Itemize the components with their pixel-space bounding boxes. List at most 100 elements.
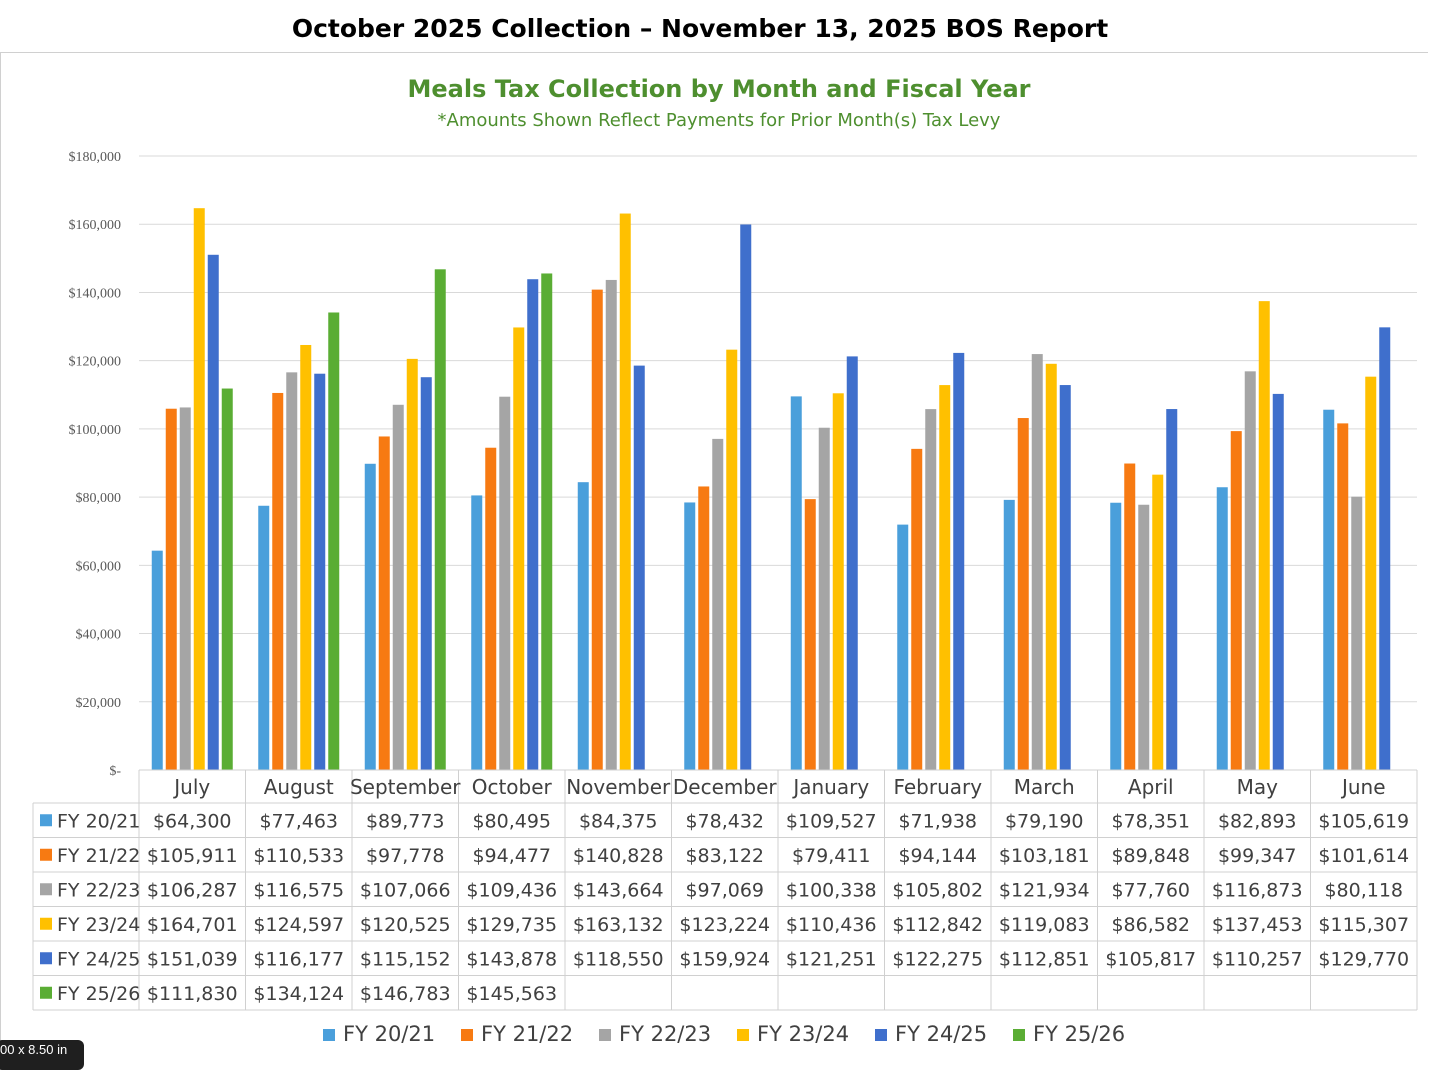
data-label: $89,773 bbox=[366, 810, 445, 832]
data-label: $121,934 bbox=[999, 879, 1090, 901]
row-legend-key bbox=[40, 917, 52, 930]
data-label: $110,257 bbox=[1212, 948, 1303, 970]
bar bbox=[1272, 393, 1284, 770]
data-label: $129,735 bbox=[466, 914, 557, 936]
y-tick-label: $140,000 bbox=[69, 286, 122, 301]
data-label: $80,495 bbox=[472, 810, 551, 832]
bar bbox=[846, 356, 858, 770]
bar bbox=[392, 404, 404, 770]
bar bbox=[911, 448, 923, 770]
row-series-name: FY 24/25 bbox=[57, 948, 140, 970]
bar bbox=[179, 407, 191, 770]
legend: FY 20/21 FY 21/22 FY 22/23 FY 23/24 FY 24/25… bbox=[323, 1022, 1125, 1046]
y-tick-label: $60,000 bbox=[76, 559, 122, 574]
legend-key bbox=[737, 1029, 749, 1041]
data-label: $71,938 bbox=[898, 810, 977, 832]
bar bbox=[1017, 418, 1029, 770]
category-label: October bbox=[472, 775, 553, 799]
data-label: $110,436 bbox=[786, 914, 877, 936]
bar bbox=[258, 505, 270, 770]
bar bbox=[790, 396, 802, 770]
data-label: $97,778 bbox=[366, 845, 445, 867]
data-table: July August September October November Decemb… bbox=[32, 769, 1418, 1011]
data-label: $109,436 bbox=[466, 879, 557, 901]
bar bbox=[221, 388, 233, 770]
data-label: $134,124 bbox=[253, 983, 344, 1005]
category-label: January bbox=[791, 775, 869, 799]
page-title: October 2025 Collection – November 13, 2… bbox=[291, 14, 1109, 43]
legend-label: FY 21/22 bbox=[481, 1022, 573, 1046]
data-label: $137,453 bbox=[1212, 914, 1303, 936]
bar bbox=[1031, 354, 1043, 770]
legend-key bbox=[599, 1029, 611, 1041]
bar bbox=[513, 327, 525, 770]
data-label: $124,597 bbox=[253, 914, 344, 936]
bar bbox=[832, 393, 844, 770]
bar bbox=[1379, 327, 1391, 770]
data-label: $86,582 bbox=[1111, 914, 1190, 936]
bar bbox=[925, 409, 937, 770]
bar bbox=[499, 396, 511, 770]
data-label: $105,817 bbox=[1105, 948, 1196, 970]
bar bbox=[712, 438, 724, 770]
bar bbox=[485, 447, 497, 770]
bar bbox=[1351, 496, 1363, 770]
category-label: June bbox=[1340, 775, 1386, 799]
data-label: $120,525 bbox=[360, 914, 451, 936]
data-label: $97,069 bbox=[685, 879, 764, 901]
data-label: $109,527 bbox=[786, 810, 877, 832]
bar bbox=[1337, 423, 1349, 770]
bar bbox=[165, 408, 177, 770]
bar bbox=[207, 254, 219, 770]
bar bbox=[1138, 504, 1150, 770]
data-label: $140,828 bbox=[573, 845, 664, 867]
row-legend-key bbox=[40, 883, 52, 896]
bar bbox=[1244, 371, 1256, 770]
bar bbox=[151, 550, 163, 770]
bar bbox=[619, 213, 631, 770]
category-label: July bbox=[172, 775, 210, 799]
data-label: $115,307 bbox=[1318, 914, 1409, 936]
bar bbox=[328, 312, 340, 770]
row-series-name: FY 21/22 bbox=[57, 845, 140, 867]
data-label: $115,152 bbox=[360, 948, 451, 970]
data-label: $119,083 bbox=[999, 914, 1090, 936]
y-axis-ticks: $- $20,000 $40,000 $60,000 $80,000 $100,000 $1… bbox=[69, 150, 122, 779]
data-label: $79,411 bbox=[792, 845, 871, 867]
legend-key bbox=[323, 1029, 335, 1041]
y-tick-label: $- bbox=[109, 764, 121, 779]
y-tick-label: $80,000 bbox=[76, 491, 122, 506]
data-label: $107,066 bbox=[360, 879, 451, 901]
bar bbox=[740, 224, 752, 771]
category-label: April bbox=[1128, 775, 1174, 799]
bar bbox=[804, 499, 816, 770]
data-label: $83,122 bbox=[685, 845, 764, 867]
legend-label: FY 24/25 bbox=[895, 1022, 987, 1046]
bar bbox=[605, 279, 617, 770]
bar bbox=[1258, 301, 1270, 770]
data-label: $103,181 bbox=[999, 845, 1090, 867]
data-label: $105,802 bbox=[892, 879, 983, 901]
data-label: $143,664 bbox=[573, 879, 664, 901]
y-tick-label: $120,000 bbox=[69, 355, 122, 370]
data-label: $146,783 bbox=[360, 983, 451, 1005]
category-label: December bbox=[673, 775, 777, 799]
data-label: $100,338 bbox=[786, 879, 877, 901]
data-label: $164,701 bbox=[147, 914, 238, 936]
category-label: November bbox=[566, 775, 671, 799]
data-label: $116,873 bbox=[1212, 879, 1303, 901]
data-label: $110,533 bbox=[253, 845, 344, 867]
bar bbox=[364, 463, 376, 770]
bar bbox=[541, 273, 553, 770]
data-label: $105,911 bbox=[147, 845, 238, 867]
y-tick-label: $180,000 bbox=[69, 150, 122, 165]
category-label: March bbox=[1014, 775, 1075, 799]
legend-key bbox=[461, 1029, 473, 1041]
data-label: $143,878 bbox=[466, 948, 557, 970]
bar bbox=[1365, 376, 1377, 770]
gridlines bbox=[139, 155, 1417, 703]
chart-frame: Meals Tax Collection by Month and Fiscal… bbox=[0, 52, 1428, 1063]
row-series-name: FY 22/23 bbox=[57, 879, 140, 901]
y-tick-label: $20,000 bbox=[76, 696, 122, 711]
row-legend-key bbox=[40, 814, 52, 827]
